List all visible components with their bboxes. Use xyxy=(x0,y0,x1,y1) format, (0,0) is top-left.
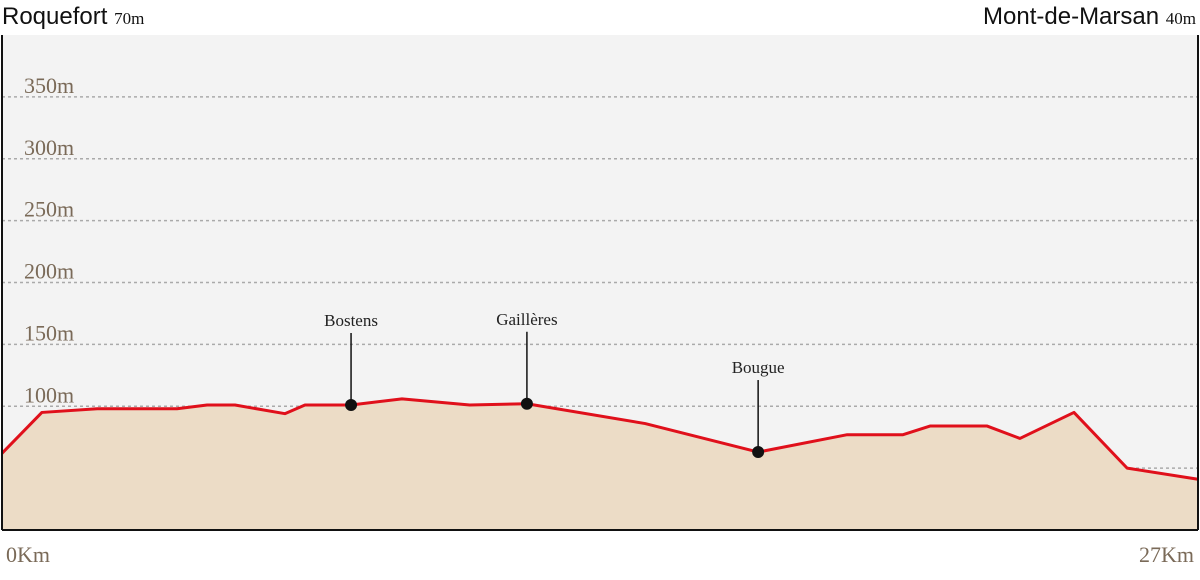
start-name: Roquefort xyxy=(2,3,108,30)
marker-label: Gaillères xyxy=(496,310,557,329)
end-label: Mont-de-Marsan 40m xyxy=(983,3,1196,30)
y-tick-label: 100m xyxy=(24,382,74,407)
end-elevation: 40m xyxy=(1166,9,1196,28)
y-tick-label: 300m xyxy=(24,135,74,160)
y-tick-label: 350m xyxy=(24,73,74,98)
x-tick-label: 27Km xyxy=(1139,542,1194,567)
marker-dot xyxy=(520,397,533,410)
y-tick-label: 150m xyxy=(24,320,74,345)
elevation-line xyxy=(0,397,1199,481)
y-tick-label: 200m xyxy=(24,259,74,284)
marker-label: Bougue xyxy=(732,358,785,377)
end-name: Mont-de-Marsan xyxy=(983,3,1159,30)
elevation-area xyxy=(2,398,1198,530)
start-elevation: 70m xyxy=(114,9,144,28)
marker-dot xyxy=(345,399,358,412)
start-label: Roquefort 70m xyxy=(2,3,144,30)
x-tick-label: 0Km xyxy=(6,542,50,567)
y-tick-label: 250m xyxy=(24,197,74,222)
marker-label: Bostens xyxy=(324,311,378,330)
marker-dot xyxy=(752,446,765,459)
